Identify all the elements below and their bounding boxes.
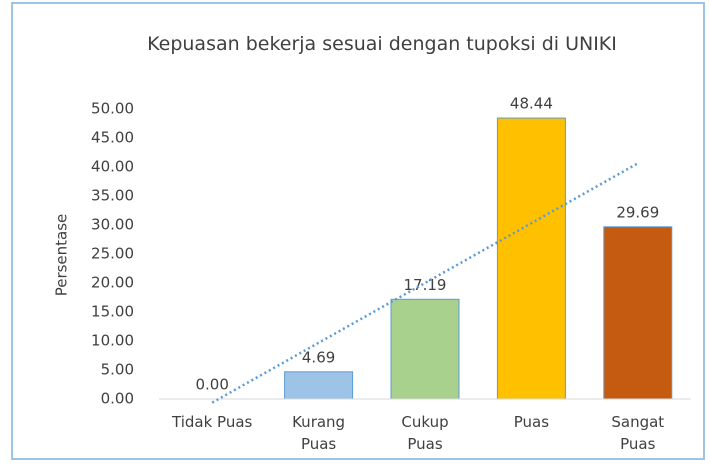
bar — [390, 298, 460, 400]
y-axis-label: Persentase — [53, 214, 71, 297]
x-tick-label: Cukup Puas — [401, 413, 449, 453]
trendline — [211, 162, 639, 404]
data-label: 4.69 — [302, 348, 335, 366]
x-tick-label: Kurang Puas — [292, 413, 346, 453]
x-tick-label: Tidak Puas — [172, 413, 253, 431]
y-tick-label: 45.00 — [91, 129, 134, 147]
x-tick-label: Sangat Puas — [611, 413, 665, 453]
data-label: 0.00 — [195, 376, 228, 394]
y-tick-label: 35.00 — [91, 187, 134, 205]
y-tick-label: 0.00 — [101, 390, 134, 408]
bar — [496, 117, 566, 400]
y-tick-label: 40.00 — [91, 158, 134, 176]
y-tick-label: 5.00 — [101, 361, 134, 379]
x-tick-label: Puas — [513, 413, 550, 431]
y-tick-label: 15.00 — [91, 303, 134, 321]
y-tick-label: 20.00 — [91, 274, 134, 292]
bar — [603, 226, 673, 400]
chart-title: Kepuasan bekerja sesuai dengan tupoksi d… — [147, 33, 617, 55]
y-tick-label: 25.00 — [91, 245, 134, 263]
chart-frame — [11, 2, 705, 460]
y-tick-label: 10.00 — [91, 332, 134, 350]
bar — [284, 371, 354, 400]
data-label: 29.69 — [616, 203, 659, 221]
y-tick-label: 50.00 — [91, 100, 134, 118]
data-label: 48.44 — [510, 95, 553, 113]
data-label: 17.19 — [404, 276, 447, 294]
y-tick-label: 30.00 — [91, 216, 134, 234]
